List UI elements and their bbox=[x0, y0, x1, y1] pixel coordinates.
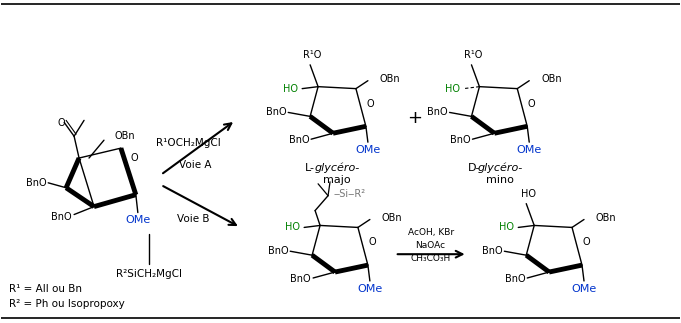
Text: AcOH, KBr: AcOH, KBr bbox=[407, 228, 454, 237]
Text: majo: majo bbox=[323, 175, 351, 185]
Text: OMe: OMe bbox=[355, 145, 381, 155]
Text: NaOAc: NaOAc bbox=[415, 241, 445, 250]
Text: BnO: BnO bbox=[481, 246, 503, 256]
Text: BnO: BnO bbox=[289, 135, 309, 145]
Text: R¹O: R¹O bbox=[303, 50, 321, 60]
Text: L-: L- bbox=[305, 163, 315, 173]
Text: OBn: OBn bbox=[541, 74, 562, 84]
Text: OBn: OBn bbox=[115, 131, 136, 141]
Text: Voie A: Voie A bbox=[179, 160, 212, 170]
Text: CH₃CO₃H: CH₃CO₃H bbox=[411, 254, 451, 263]
Text: D-: D- bbox=[467, 163, 480, 173]
Text: R¹OCH₂MgCl: R¹OCH₂MgCl bbox=[156, 138, 221, 148]
Text: O: O bbox=[582, 237, 590, 247]
Text: O: O bbox=[57, 118, 65, 128]
Text: glycéro-: glycéro- bbox=[315, 163, 360, 173]
Text: glycéro-: glycéro- bbox=[477, 163, 523, 173]
Text: BnO: BnO bbox=[266, 108, 286, 118]
Text: BnO: BnO bbox=[268, 246, 288, 256]
Text: O: O bbox=[130, 153, 138, 163]
Text: R¹ = All ou Bn: R¹ = All ou Bn bbox=[10, 284, 82, 294]
Text: OBn: OBn bbox=[380, 74, 400, 84]
Text: OMe: OMe bbox=[517, 145, 542, 155]
Text: HO: HO bbox=[445, 84, 460, 94]
Text: BnO: BnO bbox=[26, 178, 46, 188]
Text: HO: HO bbox=[499, 223, 514, 233]
Text: R²SiCH₂MgCl: R²SiCH₂MgCl bbox=[116, 269, 182, 279]
Text: O: O bbox=[368, 237, 376, 247]
Text: OBn: OBn bbox=[596, 213, 616, 223]
Text: mino: mino bbox=[486, 175, 514, 185]
Text: ‒Si‒R²: ‒Si‒R² bbox=[334, 189, 366, 199]
Text: OBn: OBn bbox=[382, 213, 402, 223]
Text: BnO: BnO bbox=[505, 274, 525, 284]
Text: O: O bbox=[366, 99, 374, 109]
Text: BnO: BnO bbox=[450, 135, 471, 145]
Text: OMe: OMe bbox=[125, 215, 151, 225]
Text: BnO: BnO bbox=[52, 212, 72, 222]
Text: BnO: BnO bbox=[291, 274, 311, 284]
Text: OMe: OMe bbox=[571, 284, 597, 294]
Text: Voie B: Voie B bbox=[177, 214, 210, 224]
Text: O: O bbox=[527, 99, 535, 109]
Text: HO: HO bbox=[283, 84, 298, 94]
Text: +: + bbox=[407, 109, 422, 127]
Text: HO: HO bbox=[521, 189, 536, 199]
Text: BnO: BnO bbox=[427, 108, 447, 118]
Text: R¹O: R¹O bbox=[464, 50, 483, 60]
Text: OMe: OMe bbox=[358, 284, 383, 294]
Text: R² = Ph ou Isopropoxy: R² = Ph ou Isopropoxy bbox=[10, 299, 125, 309]
Text: HO: HO bbox=[285, 223, 300, 233]
